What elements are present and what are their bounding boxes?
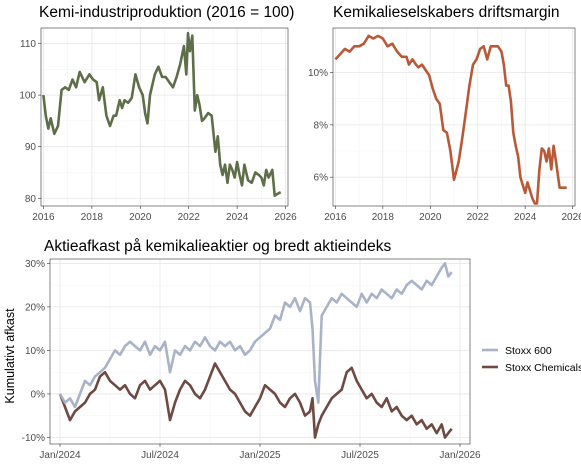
- y-tick-label: 20%: [25, 302, 45, 313]
- production-gridlines: [41, 28, 288, 206]
- y-tick-label: 100: [19, 91, 36, 102]
- legend-label-stoxx-chemicals: Stoxx Chemicals: [505, 362, 581, 374]
- y-tick-label: -10%: [22, 433, 45, 444]
- y-tick-label: 10%: [308, 68, 328, 79]
- x-tick-label: 2016: [32, 212, 55, 223]
- production-series-line: [42, 31, 282, 197]
- x-tick-label: 2018: [372, 212, 395, 223]
- margin-x-ticks: 2016 2018 2020 2022 2024 2026: [324, 206, 581, 223]
- margin-y-ticks: 6% 8% 10%: [308, 68, 333, 184]
- y-tick-label: 6%: [314, 173, 329, 184]
- x-tick-label: 2024: [226, 212, 249, 223]
- x-tick-label: 2020: [419, 212, 442, 223]
- margin-gridlines: [333, 28, 575, 206]
- x-tick-label: 2022: [178, 212, 201, 223]
- x-tick-label: 2018: [81, 212, 104, 223]
- y-tick-label: 8%: [314, 120, 329, 131]
- y-tick-label: 90: [25, 142, 37, 153]
- x-tick-label: Jul/2024: [141, 450, 179, 461]
- x-tick-label: 2026: [562, 212, 581, 223]
- x-tick-label: 2020: [129, 212, 152, 223]
- margin-chart-title: Kemikalieselskabers driftsmargin: [333, 4, 560, 21]
- x-tick-label: Jul/2025: [341, 450, 379, 461]
- y-tick-label: 80: [25, 194, 37, 205]
- margin-series-line: [334, 34, 567, 205]
- x-tick-label: Jan/2024: [39, 450, 81, 461]
- y-tick-label: 10%: [25, 346, 45, 357]
- x-tick-label: 2022: [467, 212, 490, 223]
- y-tick-label: 30%: [25, 259, 45, 270]
- x-tick-label: 2016: [324, 212, 347, 223]
- margin-plot-frame: [332, 27, 576, 207]
- returns-legend: Stoxx 600 Stoxx Chemicals: [482, 345, 581, 374]
- production-plot-frame: [40, 27, 289, 207]
- x-tick-label: Jan/2025: [239, 450, 281, 461]
- returns-x-ticks: Jan/2024 Jul/2024 Jan/2025 Jul/2025 Jan/2026: [39, 444, 481, 461]
- returns-y-ticks: -10% 0% 10% 20% 30%: [22, 259, 50, 444]
- returns-chart-title: Aktieafkast på kemikalieaktier og bredt …: [44, 238, 391, 255]
- legend-label-stoxx600: Stoxx 600: [505, 345, 552, 357]
- x-tick-label: 2026: [274, 212, 297, 223]
- y-tick-label: 110: [20, 39, 36, 50]
- production-y-ticks: 80 90 100 110: [19, 39, 41, 205]
- production-x-ticks: 2016 2018 2020 2022 2024 2026: [32, 206, 297, 223]
- y-tick-label: 0%: [31, 389, 46, 400]
- stoxx-chemicals-series-line: [58, 262, 453, 409]
- x-tick-label: Jan/2026: [439, 450, 481, 461]
- returns-y-axis-label: Kumulativt afkast: [3, 308, 17, 404]
- x-tick-label: 2024: [514, 212, 537, 223]
- stoxx600-series-line: [58, 362, 453, 439]
- production-chart-title: Kemi-industriproduktion (2016 = 100): [39, 4, 294, 21]
